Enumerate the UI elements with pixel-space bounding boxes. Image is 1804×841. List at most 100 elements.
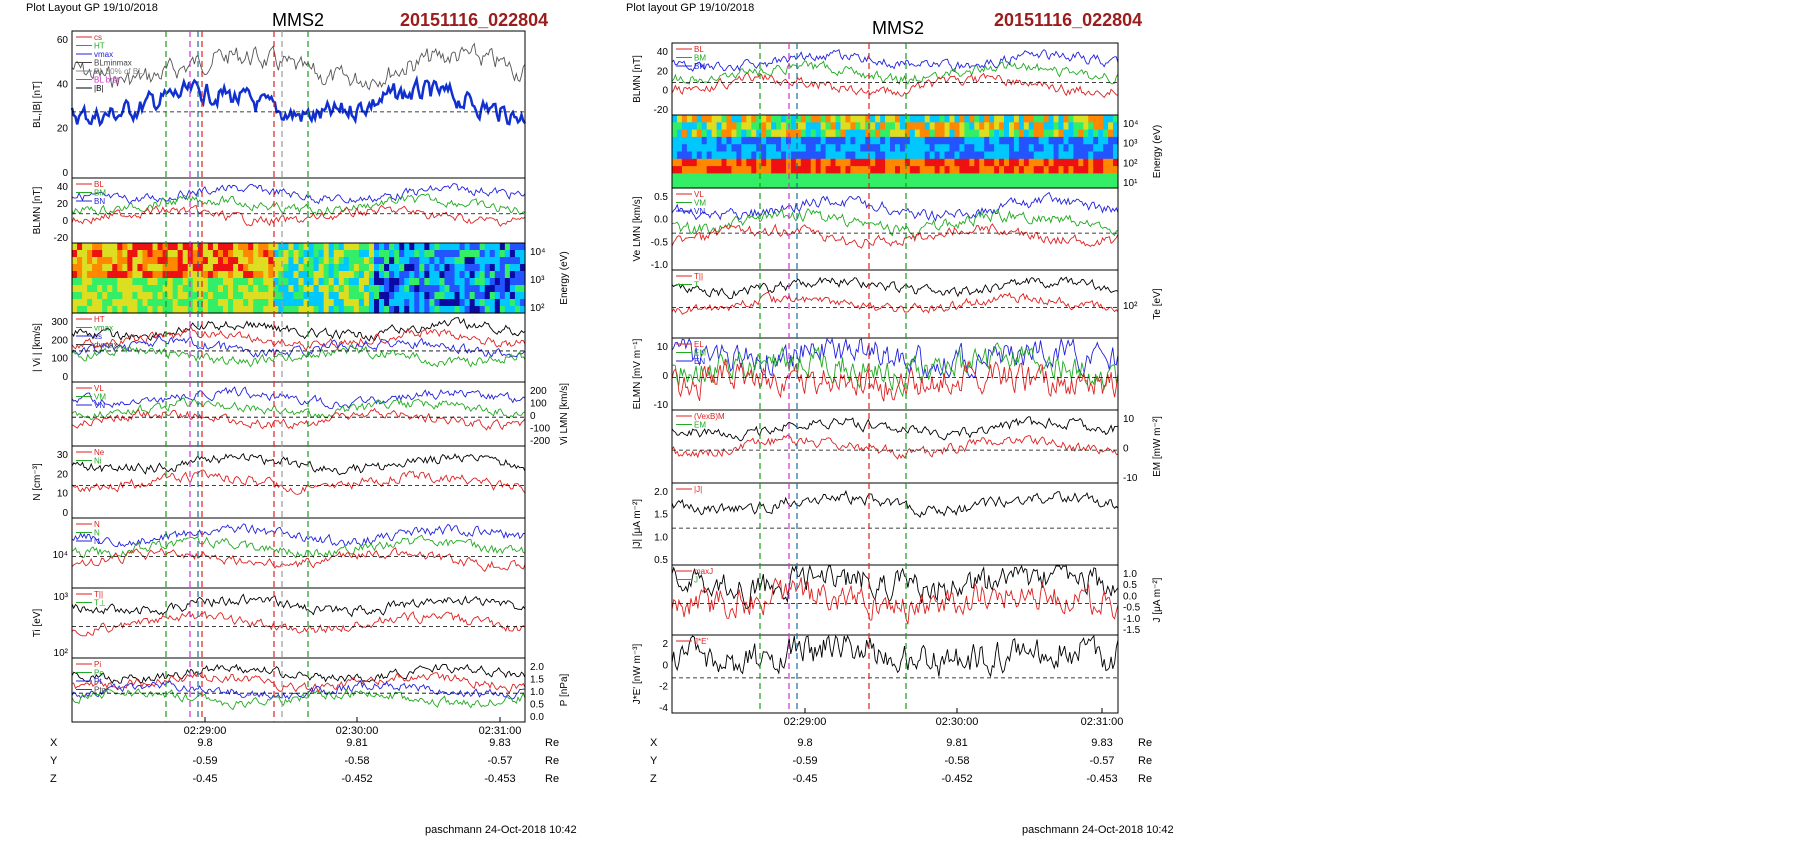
heatmap-cell: [207, 292, 214, 300]
y-axis-label: Te [eV]: [1152, 288, 1163, 319]
heatmap-cell: [800, 166, 807, 174]
heatmap-cell: [353, 278, 360, 286]
heatmap-cell: [959, 158, 965, 167]
heatmap-cell: [890, 173, 896, 182]
heatmap-cell: [207, 243, 214, 251]
heatmap-cell: [805, 173, 812, 182]
heatmap-cell: [964, 166, 970, 174]
heatmap-cell: [1058, 115, 1065, 123]
heatmap-cell: [519, 299, 526, 307]
heatmap-cell: [474, 264, 481, 272]
heatmap-cell: [499, 243, 506, 251]
heatmap-cell: [969, 129, 975, 138]
heatmap-cell: [929, 180, 936, 189]
heatmap-cell: [1018, 136, 1025, 145]
heatmap-cell: [676, 129, 683, 138]
heatmap-cell: [414, 306, 420, 314]
heatmap-cell: [1093, 115, 1099, 123]
series-line: [671, 434, 1119, 460]
y-tick-label: 2.0: [654, 487, 668, 498]
heatmap-cell: [681, 173, 688, 182]
heatmap-cell: [756, 136, 762, 145]
heatmap-cell: [112, 306, 118, 314]
heatmap-cell: [909, 129, 916, 138]
heatmap-cell: [1004, 136, 1010, 145]
y-tick-label: 1.0: [530, 687, 544, 698]
series-line: [71, 335, 526, 358]
heatmap-cell: [865, 136, 871, 145]
heatmap-cell: [701, 151, 708, 160]
y-axis-label: BLMN [nT]: [32, 186, 43, 234]
heatmap-cell: [283, 257, 290, 265]
heatmap-cell: [800, 136, 807, 145]
heatmap-cell: [1033, 129, 1040, 138]
heatmap-cell: [122, 264, 128, 272]
heatmap-cell: [283, 285, 290, 293]
heatmap-cell: [97, 271, 103, 279]
heatmap-cell: [1063, 122, 1070, 131]
heatmap-cell: [87, 257, 93, 265]
heatmap-cell: [875, 144, 881, 153]
heatmap-cell: [686, 166, 693, 174]
heatmap-cell: [716, 180, 723, 189]
heatmap-cell: [343, 243, 350, 251]
heatmap-cell: [1098, 129, 1104, 138]
heatmap-cell: [731, 158, 738, 167]
heatmap-cell: [974, 122, 980, 131]
heatmap-cell: [1028, 115, 1035, 123]
heatmap-cell: [790, 158, 797, 167]
heatmap-cell: [288, 257, 295, 265]
heatmap-cell: [746, 136, 752, 145]
heatmap-cell: [790, 166, 797, 174]
heatmap-cell: [308, 278, 315, 286]
heatmap-cell: [741, 115, 747, 123]
heatmap-cell: [248, 243, 254, 251]
heatmap-cell: [1108, 151, 1114, 160]
heatmap-cell: [444, 306, 451, 314]
heatmap-cell: [1068, 158, 1074, 167]
heatmap-cell: [444, 250, 451, 258]
heatmap-cell: [974, 151, 980, 160]
heatmap-cell: [328, 285, 335, 293]
heatmap-cell: [830, 122, 837, 131]
heatmap-cell: [353, 285, 360, 293]
legend-label: BN: [94, 197, 105, 206]
heatmap-cell: [726, 144, 733, 153]
heatmap-cell: [939, 173, 946, 182]
heatmap-cell: [288, 306, 295, 314]
heatmap-cell: [172, 278, 179, 286]
ephemeris-unit: Re: [545, 737, 559, 749]
heatmap-cell: [904, 180, 911, 189]
heatmap-cell: [469, 292, 476, 300]
heatmap-cell: [939, 129, 946, 138]
heatmap-cell: [243, 250, 249, 258]
heatmap-cell: [1083, 151, 1089, 160]
heatmap-cell: [308, 299, 315, 307]
heatmap-cell: [761, 166, 767, 174]
heatmap-cell: [379, 243, 385, 251]
heatmap-cell: [374, 299, 380, 307]
heatmap-cell: [845, 129, 851, 138]
heatmap-cell: [756, 115, 762, 123]
ephemeris-label: Y: [50, 755, 58, 767]
heatmap-cell: [954, 158, 961, 167]
series-line: [671, 48, 1119, 73]
heatmap-cell: [424, 306, 430, 314]
heatmap-cell: [691, 136, 698, 145]
heatmap-cell: [1023, 144, 1030, 153]
heatmap-cell: [1083, 136, 1089, 145]
heatmap-cell: [899, 122, 906, 131]
heatmap-cell: [721, 122, 728, 131]
heatmap-cell: [1088, 122, 1094, 131]
heatmap-cell: [439, 299, 446, 307]
heatmap-cell: [162, 285, 169, 293]
heatmap-cell: [248, 271, 254, 279]
ephemeris-label: Z: [50, 773, 57, 785]
heatmap-cell: [434, 292, 441, 300]
heatmap-cell: [384, 306, 390, 314]
heatmap-cell: [880, 173, 886, 182]
heatmap-cell: [298, 243, 305, 251]
